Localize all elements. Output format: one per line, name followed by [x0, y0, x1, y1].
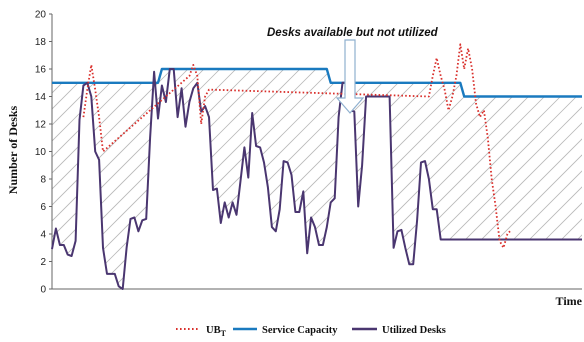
x-axis-label: Time — [556, 294, 583, 308]
hatch-line — [223, 69, 525, 289]
series-group — [51, 43, 582, 290]
hatch-line — [479, 69, 582, 289]
hatch-line — [495, 69, 582, 289]
hatch-line — [52, 69, 333, 289]
hatch-line — [79, 69, 381, 289]
hatch-line — [575, 69, 582, 289]
hatch-line — [399, 69, 582, 289]
hatch-line — [527, 69, 582, 289]
y-tick-label: 16 — [35, 65, 47, 76]
y-tick-label: 18 — [35, 37, 47, 48]
y-axis-label: Number of Desks — [6, 105, 20, 194]
y-tick-label: 0 — [40, 285, 46, 296]
legend-item-service-capacity: Service Capacity — [233, 325, 338, 336]
legend-label-service-capacity: Service Capacity — [262, 325, 338, 336]
y-tick-label: 4 — [40, 230, 46, 241]
legend-item-utilized-desks: Utilized Desks — [352, 325, 446, 336]
hatch-line — [431, 69, 582, 289]
y-tick-label: 12 — [35, 120, 47, 131]
hatch-line — [52, 69, 205, 289]
legend: UBT Service Capacity Utilized Desks — [176, 325, 446, 338]
series-line-ub-t — [82, 43, 512, 249]
hatch-line — [207, 69, 509, 289]
hatch-line — [52, 69, 253, 289]
hatch-line — [335, 69, 582, 289]
y-tick-label: 2 — [40, 257, 46, 268]
hatch-line — [543, 69, 582, 289]
unused-capacity-hatch — [52, 69, 582, 289]
y-tick-label: 8 — [40, 175, 46, 186]
hatch-line — [415, 69, 582, 289]
hatch-line — [447, 69, 582, 289]
hatch-line — [143, 69, 445, 289]
series-line-service-capacity — [52, 67, 582, 98]
annotation-text: Desks available but not utilized — [267, 27, 439, 39]
hatch-line — [127, 69, 429, 289]
series-line-utilized-desks — [51, 68, 582, 290]
hatch-line — [52, 69, 285, 289]
hatch-line — [52, 69, 349, 289]
hatch-line — [559, 69, 582, 289]
legend-item-ub: UBT — [176, 325, 227, 338]
hatch-line — [463, 69, 582, 289]
hatch-line — [52, 69, 141, 289]
hatch-line — [52, 69, 173, 289]
annotation-arrow — [335, 39, 365, 114]
hatch-line — [351, 69, 582, 289]
axes: 0 2 4 6 8 10 12 14 16 18 20 — [35, 10, 582, 296]
legend-label-utilized-desks: Utilized Desks — [382, 325, 446, 336]
hatch-line — [63, 69, 365, 289]
hatch-line — [271, 69, 573, 289]
y-tick-label: 6 — [40, 202, 46, 213]
y-tick-label: 10 — [35, 147, 47, 158]
annotation: Desks available but not utilized — [267, 27, 439, 114]
legend-label-ub: UBT — [206, 325, 227, 337]
hatch-line — [511, 69, 582, 289]
hatch-line — [175, 69, 477, 289]
hatch-line — [111, 69, 413, 289]
hatch-line — [191, 69, 493, 289]
hatch-line — [52, 69, 221, 289]
y-tick-label: 14 — [35, 92, 47, 103]
y-tick-label: 20 — [35, 10, 47, 21]
hatch-line — [255, 69, 557, 289]
hatch-line — [287, 69, 582, 289]
